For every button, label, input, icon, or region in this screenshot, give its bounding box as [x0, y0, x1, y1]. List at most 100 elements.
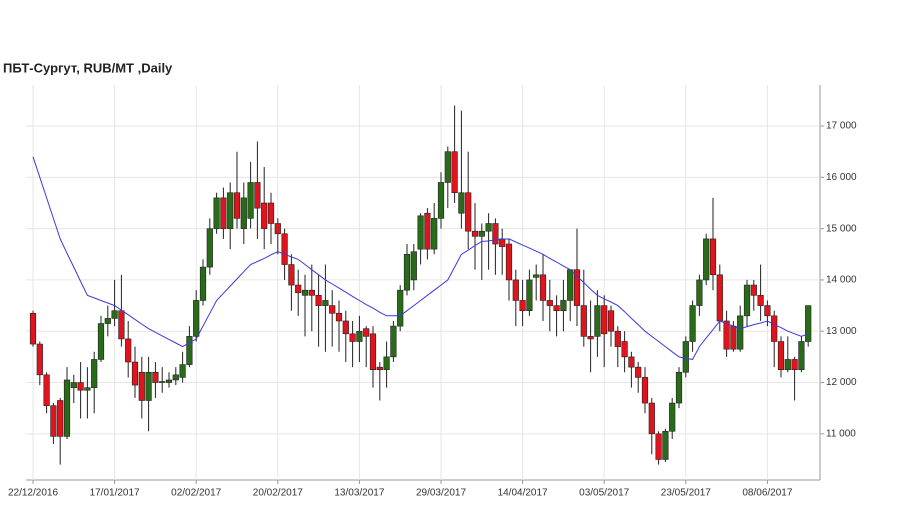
- candle-body: [179, 364, 186, 378]
- candle-body: [743, 284, 751, 317]
- candle-body: [696, 279, 703, 306]
- candle-body: [193, 300, 200, 337]
- candle-body: [682, 341, 689, 373]
- candle-body: [233, 192, 241, 219]
- candle-body: [417, 215, 424, 250]
- candle-body: [240, 197, 247, 229]
- candle-body: [526, 279, 533, 312]
- candle-body: [363, 328, 370, 337]
- candle-body: [349, 333, 356, 342]
- candle-body: [227, 192, 234, 229]
- candle-body: [172, 374, 179, 381]
- x-tick-label: 14/04/2017: [498, 488, 548, 499]
- moving-average-line: [32, 156, 809, 360]
- candle-body: [580, 305, 587, 337]
- y-tick-label: 15 000: [826, 223, 857, 234]
- candle-body: [410, 251, 417, 281]
- candle-body: [512, 279, 519, 301]
- candle-body: [594, 305, 601, 337]
- candle-body: [567, 269, 574, 301]
- candle-body: [471, 230, 479, 237]
- candle-body: [57, 400, 64, 437]
- candle-body: [573, 269, 581, 306]
- candle-body: [301, 289, 309, 296]
- candle-body: [383, 356, 390, 371]
- x-tick-label: 22/12/2016: [8, 488, 58, 499]
- chart-title: ПБТ-Сургут, RUB/MT ,Daily: [3, 60, 173, 75]
- candle-body: [791, 359, 798, 371]
- candle-body: [784, 359, 791, 371]
- candle-body: [465, 192, 472, 232]
- x-tick-label: 20/02/2017: [253, 488, 303, 499]
- y-tick-label: 14 000: [826, 275, 857, 286]
- candle-body: [77, 382, 84, 391]
- y-tick-label: 13 000: [826, 326, 857, 337]
- candle-body: [539, 274, 547, 301]
- candle-body: [403, 253, 411, 291]
- y-tick-label: 11 000: [826, 428, 856, 439]
- candle-body: [63, 379, 71, 437]
- x-tick-label: 17/01/2017: [90, 488, 140, 499]
- candle-body: [104, 318, 111, 324]
- candle-body: [274, 223, 281, 235]
- y-tick-label: 16 000: [826, 172, 857, 183]
- candle-body: [587, 336, 594, 340]
- candle-body: [675, 371, 683, 404]
- candle-body: [431, 218, 438, 250]
- x-tick-label: 02/02/2017: [171, 488, 221, 499]
- candle-body: [118, 310, 125, 340]
- candle-body: [220, 197, 227, 229]
- candle-body: [519, 300, 526, 312]
- candle-body: [186, 336, 193, 365]
- candle-body: [764, 305, 771, 317]
- x-tick-label: 23/05/2017: [661, 488, 711, 499]
- candle-body: [247, 182, 254, 219]
- candle-body: [757, 295, 764, 306]
- candle-body: [322, 300, 329, 306]
- candle-body: [213, 197, 220, 229]
- candle-body: [36, 343, 43, 376]
- y-tick-label: 17 000: [826, 121, 857, 132]
- candle-body: [145, 371, 152, 401]
- candle-body: [492, 223, 499, 245]
- candle-body: [601, 305, 608, 335]
- candle-body: [315, 295, 322, 306]
- candle-body: [730, 325, 737, 350]
- candle-body: [199, 266, 207, 301]
- candle-body: [716, 274, 723, 322]
- candle-body: [165, 379, 173, 383]
- candle-body: [335, 312, 343, 322]
- candle-body: [505, 243, 513, 281]
- candle-body: [444, 151, 451, 183]
- candle-body: [662, 430, 669, 460]
- candle-body: [159, 381, 166, 383]
- candle-body: [50, 405, 57, 437]
- candle-body: [97, 323, 105, 360]
- candle-body: [805, 305, 812, 342]
- candle-body: [635, 366, 642, 378]
- candle-body: [131, 361, 139, 386]
- candle-body: [261, 202, 268, 229]
- candle-body: [397, 289, 404, 327]
- candle-body: [329, 305, 336, 314]
- candle-body: [254, 182, 261, 209]
- candle-body: [29, 312, 37, 345]
- candle-body: [369, 333, 377, 371]
- candle-body: [689, 305, 696, 342]
- candle-body: [777, 341, 785, 371]
- x-tick-label: 29/03/2017: [416, 488, 466, 499]
- candle-body: [424, 212, 431, 250]
- candle-body: [295, 284, 302, 294]
- candle-body: [478, 230, 485, 237]
- candle-body: [703, 238, 710, 281]
- candle-body: [458, 192, 465, 214]
- candle-body: [607, 310, 615, 332]
- candle-body: [641, 377, 649, 404]
- candle-body: [84, 387, 91, 391]
- candle-body: [281, 233, 288, 265]
- x-tick-label: 13/03/2017: [334, 488, 384, 499]
- candle-body: [308, 289, 315, 296]
- candle-body: [499, 238, 506, 247]
